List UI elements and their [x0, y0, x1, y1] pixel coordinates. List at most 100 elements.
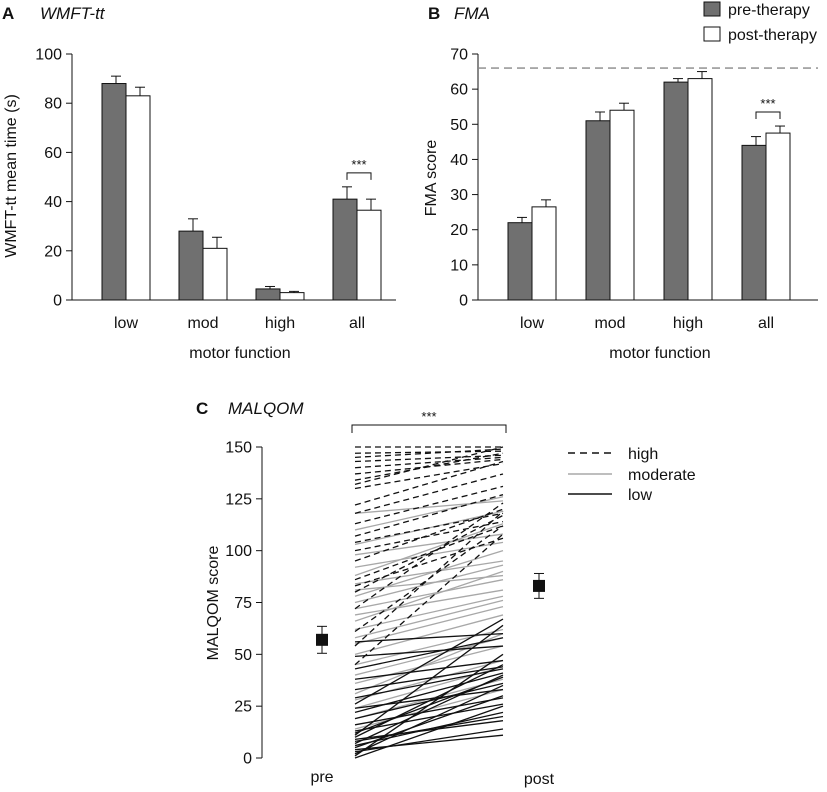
subject-line-low [354, 703, 504, 732]
subject-line-low [354, 720, 504, 740]
panel-c: C MALQOM MALQOM score 0 25 50 75 100 125 150 pr… [196, 399, 555, 788]
bar-pre-all [741, 144, 767, 301]
panel-b: B FMA FMA score motor function 0 10 20 30 40… [423, 4, 818, 362]
legend-moderate-label: moderate [628, 467, 696, 484]
legend-therapy: pre-therapy post-therapy [703, 1, 817, 44]
subject-line-high [354, 525, 504, 581]
y-tick-label: 0 [243, 751, 252, 768]
subject-line-moderate [354, 579, 504, 610]
y-tick-label: 20 [450, 222, 468, 239]
subject-line-moderate [354, 500, 504, 514]
bar-pre-high [663, 81, 689, 301]
y-tick-label: 0 [53, 293, 62, 310]
panel-b-xlabel: motor function [609, 345, 710, 362]
subject-line-high [354, 485, 504, 525]
subject-line-moderate [354, 533, 504, 556]
y-tick-label: 80 [44, 96, 62, 113]
mean-marker-post [533, 579, 545, 592]
y-tick-label: 50 [234, 647, 252, 664]
subject-line-moderate [354, 570, 504, 622]
subject-line-low [354, 664, 504, 738]
x-tick-label: low [520, 315, 544, 332]
y-tick-label: 50 [450, 117, 468, 134]
subject-line-high [354, 450, 504, 454]
y-tick-label: 0 [459, 293, 468, 310]
bar-pre-mod [178, 230, 204, 301]
panel-b-letter: B [428, 4, 440, 23]
subject-line-high [354, 537, 504, 587]
subject-line-low [354, 668, 504, 699]
bar-post-all [765, 132, 791, 301]
significance-label: *** [760, 96, 775, 111]
subject-line-moderate [354, 645, 504, 684]
legend-motor-level: high moderate low [568, 446, 696, 504]
panel-c-letter: C [196, 399, 208, 418]
x-tick-label: pre [310, 769, 333, 786]
panel-c-title: MALQOM [228, 399, 304, 418]
subject-line-high [354, 446, 504, 485]
y-tick-label: 60 [44, 145, 62, 162]
y-tick-label: 40 [44, 194, 62, 211]
subject-line-high [354, 510, 504, 647]
y-tick-label: 75 [234, 595, 252, 612]
panel-a-letter: A [2, 4, 14, 23]
subject-line-low [354, 734, 504, 751]
panel-c-plot: 0 25 50 75 100 125 150 pre post *** [225, 409, 554, 788]
y-tick-label: 20 [44, 243, 62, 260]
subject-line-low [354, 676, 504, 734]
bar-post-low [531, 206, 557, 301]
bar-post-high [687, 78, 713, 301]
y-tick-label: 40 [450, 152, 468, 169]
subject-line-low [354, 688, 504, 709]
panel-a-xlabel: motor function [189, 345, 290, 362]
bar-pre-all [332, 198, 358, 301]
subject-line-low [354, 624, 504, 736]
panel-c-ylabel: MALQOM score [205, 546, 222, 661]
panel-a-plot: 0 20 40 60 80 100 low mod high all *** [35, 47, 396, 332]
y-tick-label: 125 [225, 491, 252, 508]
mean-marker-pre [316, 633, 328, 646]
subject-line-low [354, 715, 504, 743]
legend-low-label: low [628, 487, 652, 504]
subject-line-moderate [354, 564, 504, 604]
significance-bracket [351, 424, 507, 433]
bar-pre-low [507, 222, 533, 301]
y-tick-label: 60 [450, 82, 468, 99]
bar-pre-mod [585, 120, 611, 301]
subject-line-low [354, 728, 504, 753]
subject-line-low [354, 697, 504, 726]
y-tick-label: 150 [225, 440, 252, 457]
y-tick-label: 100 [35, 47, 62, 64]
bar-post-low [125, 95, 151, 301]
panel-b-plot: 0 10 20 30 40 50 60 70 low mod high all *** [450, 47, 818, 332]
subject-line-moderate [354, 550, 504, 597]
legend-post-swatch [703, 26, 721, 42]
subject-line-high [354, 502, 504, 610]
subject-line-low [354, 705, 504, 759]
subject-line-moderate [354, 541, 504, 568]
x-tick-label: mod [187, 315, 218, 332]
subject-line-moderate [354, 599, 504, 639]
subject-line-high [354, 456, 504, 469]
y-tick-label: 100 [225, 543, 252, 560]
legend-pre-label: pre-therapy [728, 2, 810, 19]
subject-line-high [354, 473, 504, 514]
subject-line-moderate [354, 589, 504, 616]
subject-line-high [354, 462, 504, 490]
subject-line-moderate [354, 574, 504, 591]
significance-label: *** [351, 157, 366, 172]
bar-post-high [279, 292, 305, 301]
subject-line-high [354, 452, 504, 481]
subject-line-moderate [354, 560, 504, 585]
y-tick-label: 70 [450, 47, 468, 64]
subject-line-moderate [354, 614, 504, 655]
x-tick-label: post [524, 771, 555, 788]
panel-b-title: FMA [454, 4, 490, 23]
y-tick-label: 30 [450, 187, 468, 204]
subject-line-high [354, 508, 504, 562]
x-tick-label: mod [594, 315, 625, 332]
subject-line-high [354, 454, 504, 463]
subject-line-low [354, 672, 504, 714]
legend-pre-swatch [703, 1, 721, 17]
